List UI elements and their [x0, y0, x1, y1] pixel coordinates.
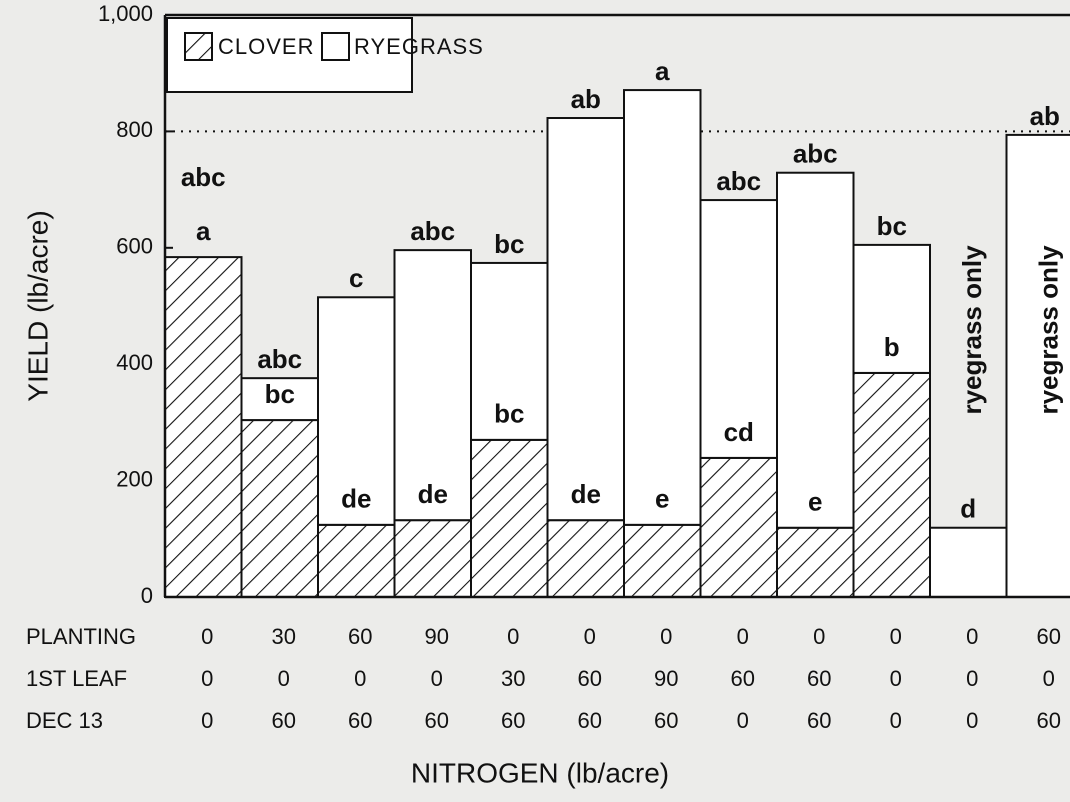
total-letter: ab — [1030, 101, 1060, 131]
treatment-value: 60 — [731, 666, 755, 691]
treatment-value: 60 — [348, 708, 372, 733]
y-tick-label: 600 — [116, 234, 153, 259]
total-letter: d — [960, 494, 976, 524]
treatment-value: 60 — [501, 708, 525, 733]
treatment-value: 60 — [1037, 708, 1061, 733]
y-tick-label: 800 — [116, 117, 153, 142]
treatment-value: 60 — [807, 708, 831, 733]
x-axis-title: NITROGEN (lb/acre) — [411, 757, 669, 788]
treatment-value: 0 — [813, 624, 825, 649]
total-letter: bc — [877, 211, 907, 241]
bar-segment — [776, 526, 855, 599]
total-letter: abc — [181, 162, 226, 192]
legend-swatch — [184, 32, 213, 61]
treatment-value: 0 — [431, 666, 443, 691]
y-tick-label: 400 — [116, 350, 153, 375]
treatment-value: 30 — [501, 666, 525, 691]
treatment-value: 0 — [890, 624, 902, 649]
treatment-value: 0 — [660, 624, 672, 649]
bar-segment — [393, 519, 472, 599]
treatment-value: 60 — [654, 708, 678, 733]
clover-letter: e — [808, 487, 822, 517]
treatment-value: 0 — [966, 708, 978, 733]
treatment-value: 0 — [1043, 666, 1055, 691]
treatment-label: PLANTING — [26, 624, 136, 649]
total-letter: a — [655, 56, 670, 86]
legend-label: RYEGRASS — [354, 34, 484, 59]
bar-segment — [164, 256, 243, 598]
bar-note: ryegrass only — [1034, 245, 1064, 415]
bar-segment — [240, 377, 319, 422]
total-letter: abc — [410, 216, 455, 246]
bar-segment — [699, 456, 778, 599]
bar-segment — [852, 243, 931, 374]
clover-letter: de — [341, 484, 371, 514]
clover-letter: bc — [494, 399, 524, 429]
treatment-value: 0 — [737, 624, 749, 649]
total-letter: ab — [571, 84, 601, 114]
bar-segment — [929, 526, 1008, 599]
treatment-value: 90 — [654, 666, 678, 691]
treatment-value: 60 — [807, 666, 831, 691]
treatment-value: 60 — [425, 708, 449, 733]
bar-segment — [546, 117, 625, 522]
bar-segment — [623, 89, 702, 526]
treatment-value: 0 — [201, 624, 213, 649]
treatment-value: 60 — [578, 666, 602, 691]
bar-segment — [546, 519, 625, 599]
treatment-value: 90 — [425, 624, 449, 649]
y-tick-label: 200 — [116, 466, 153, 491]
clover-letter: bc — [265, 379, 295, 409]
treatment-value: 0 — [201, 708, 213, 733]
treatment-value: 0 — [354, 666, 366, 691]
treatment-value: 60 — [272, 708, 296, 733]
y-tick-label: 1,000 — [98, 1, 153, 26]
bar-segment — [470, 438, 549, 598]
legend-label: CLOVER — [218, 34, 314, 59]
treatment-label: 1ST LEAF — [26, 666, 127, 691]
bar-segment — [776, 171, 855, 529]
treatment-value: 0 — [890, 708, 902, 733]
total-letter: c — [349, 263, 363, 293]
bar-segment — [240, 419, 319, 598]
clover-letter: b — [884, 332, 900, 362]
bar-segment — [317, 523, 396, 598]
treatment-value: 60 — [348, 624, 372, 649]
treatment-value: 60 — [1037, 624, 1061, 649]
total-letter: abc — [257, 344, 302, 374]
treatment-value: 30 — [272, 624, 296, 649]
total-letter: abc — [793, 139, 838, 169]
treatment-value: 0 — [278, 666, 290, 691]
clover-letter: a — [196, 216, 211, 246]
treatment-value: 0 — [737, 708, 749, 733]
legend-swatch — [321, 32, 350, 61]
treatment-value: 0 — [584, 624, 596, 649]
bar-note: ryegrass only — [957, 245, 987, 415]
bar-segment — [852, 371, 931, 598]
bar-segment — [699, 199, 778, 459]
treatment-value: 60 — [578, 708, 602, 733]
total-letter: abc — [716, 166, 761, 196]
y-tick-label: 0 — [141, 583, 153, 608]
treatment-value: 0 — [890, 666, 902, 691]
bar-segment — [470, 261, 549, 441]
y-axis-title: YIELD (lb/acre) — [22, 210, 53, 401]
total-letter: bc — [494, 229, 524, 259]
treatment-label: DEC 13 — [26, 708, 103, 733]
clover-letter: de — [418, 479, 448, 509]
clover-letter: de — [571, 479, 601, 509]
clover-letter: e — [655, 484, 669, 514]
treatment-value: 0 — [507, 624, 519, 649]
bar-segment — [623, 523, 702, 598]
treatment-value: 0 — [966, 624, 978, 649]
treatment-value: 0 — [966, 666, 978, 691]
bar-segment — [1005, 133, 1070, 598]
treatment-value: 0 — [201, 666, 213, 691]
clover-letter: cd — [724, 417, 754, 447]
